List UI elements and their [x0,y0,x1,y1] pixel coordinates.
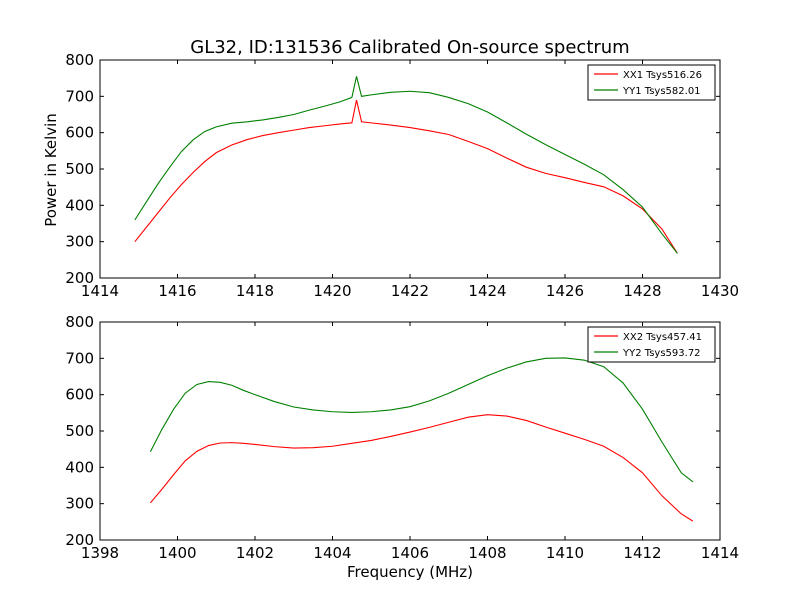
x-tick-label: 1418 [236,282,274,300]
y-tick-label: 200 [65,269,94,287]
x-tick-label: 1408 [468,544,506,562]
legend-label: YY2 Tsys593.72 [622,348,701,359]
x-tick-label: 1426 [546,282,584,300]
x-tick-label: 1402 [236,544,274,562]
plot-panel-bottom: 1398 1400 1402 1404 1406 1408 1410 1412 1414 200 3… [65,313,739,562]
legend: XX1 Tsys516.26 YY1 Tsys582.01 [587,64,716,101]
x-tick-label: 1404 [313,544,351,562]
y-tick-label: 200 [65,531,94,549]
x-tick-label: 1406 [391,544,429,562]
x-tick-label: 1412 [623,544,661,562]
series-line-yy2 [149,357,694,483]
series-line-xx1 [134,99,678,254]
plot-panel-top: 1414 1416 1418 1420 1422 1424 1426 1428 1430 200 3… [65,51,739,300]
y-tick-label: 600 [65,386,94,404]
x-axis-label: Frequency (MHz) [347,563,473,581]
y-tick-label: 700 [65,87,94,105]
x-tick-label: 1414 [701,544,739,562]
y-tick-label: 700 [65,349,94,367]
legend-box [587,64,716,101]
legend-box [587,326,716,363]
y-tick-label: 500 [65,422,94,440]
y-tick-label: 300 [65,233,94,251]
legend-label: YY1 Tsys582.01 [622,86,701,97]
x-tick-label: 1410 [546,544,584,562]
x-tick-label: 1416 [158,282,196,300]
x-tick-label: 1420 [313,282,351,300]
x-tick-label: 1414 [81,282,119,300]
y-axis-label: Power in Kelvin [42,113,60,227]
legend-label: XX2 Tsys457.41 [623,332,702,343]
x-tick-label: 1430 [701,282,739,300]
y-tick-label: 800 [65,51,94,69]
y-tick-label: 800 [65,313,94,331]
y-tick-label: 400 [65,196,94,214]
x-tick-label: 1400 [158,544,196,562]
x-tick-label: 1424 [468,282,506,300]
legend-label: XX1 Tsys516.26 [623,70,702,81]
x-tick-label: 1428 [623,282,661,300]
y-tick-label: 400 [65,458,94,476]
x-tick-label: 1398 [81,544,119,562]
series-line-xx2 [149,414,694,522]
y-tick-label: 300 [65,495,94,513]
y-tick-label: 600 [65,124,94,142]
series-line-yy1 [134,76,678,254]
legend: XX2 Tsys457.41 YY2 Tsys593.72 [587,326,716,363]
figure-title: GL32, ID:131536 Calibrated On-source spe… [190,37,629,58]
y-tick-label: 500 [65,160,94,178]
x-tick-label: 1422 [391,282,429,300]
